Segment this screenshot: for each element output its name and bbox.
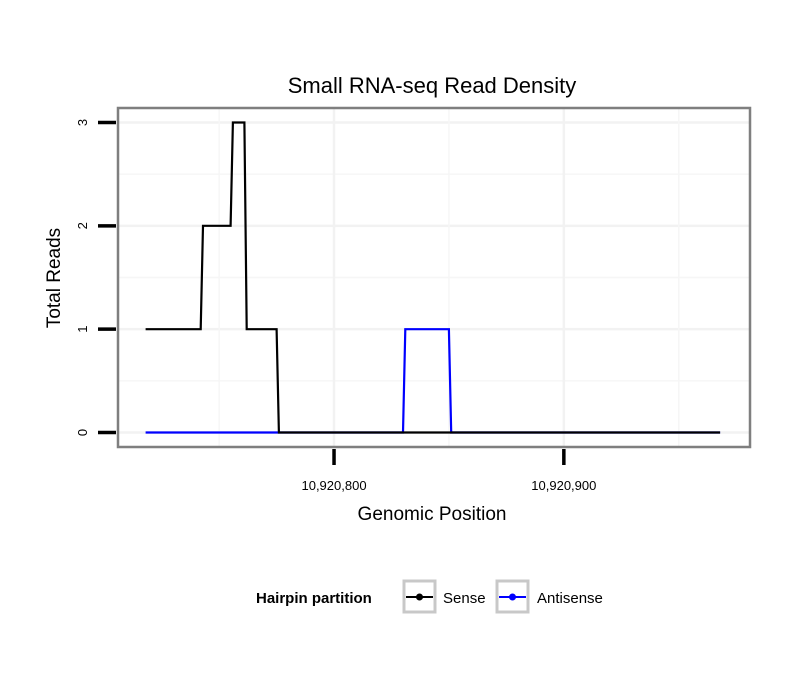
legend-label-sense: Sense <box>443 590 486 607</box>
y-tick-label: 0 <box>75 429 90 436</box>
series-line-sense <box>145 121 721 434</box>
y-tick-label: 3 <box>75 119 90 126</box>
y-tick-label: 2 <box>75 222 90 229</box>
x-tick-label: 10,920,800 <box>301 478 366 493</box>
legend-item-sense[interactable]: Sense <box>402 579 486 614</box>
chart-title: Small RNA-seq Read Density <box>288 73 577 98</box>
y-axis-title: Total Reads <box>44 228 65 328</box>
x-axis-title: Genomic Position <box>358 504 507 525</box>
x-axis: 10,920,800 10,920,900 <box>301 449 596 493</box>
legend-marker-sense <box>416 593 423 601</box>
y-axis: 0 1 2 3 <box>75 119 116 436</box>
series-layer <box>145 121 721 434</box>
legend-item-antisense[interactable]: Antisense <box>495 579 603 614</box>
plot-border <box>116 106 752 449</box>
legend-title: Hairpin partition <box>256 590 372 607</box>
legend-marker-antisense <box>509 593 516 601</box>
y-tick-label: 1 <box>75 326 90 333</box>
legend: Hairpin partition Sense Antisense <box>256 579 603 614</box>
grid <box>118 108 750 447</box>
legend-label-antisense: Antisense <box>537 590 603 607</box>
x-tick-label: 10,920,900 <box>531 478 596 493</box>
